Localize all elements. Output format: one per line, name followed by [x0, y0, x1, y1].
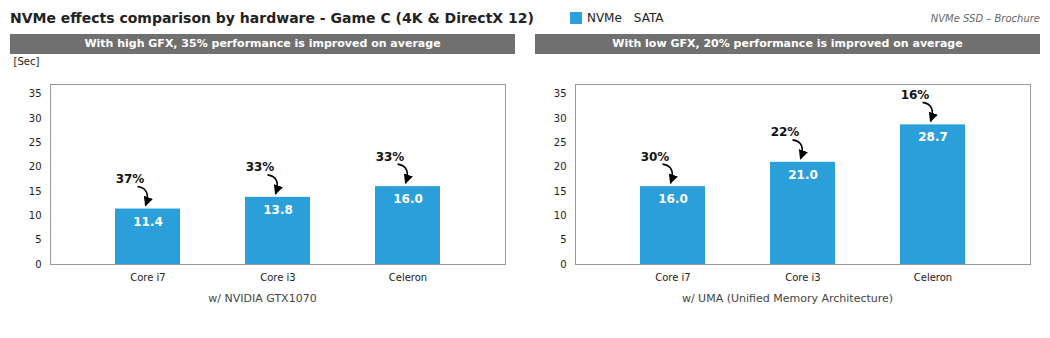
svg-text:20: 20 [554, 161, 567, 172]
svg-text:33%: 33% [246, 160, 275, 174]
html-text:w/ NVIDIA GTX1070: w/ NVIDIA GTX1070 [208, 292, 317, 305]
svg-text:25: 25 [554, 137, 567, 148]
svg-text:21.0: 21.0 [788, 168, 818, 182]
html-text:NVMe: NVMe [586, 11, 622, 25]
svg-text:15: 15 [29, 186, 42, 197]
svg-text:11.4: 11.4 [133, 215, 163, 229]
svg-text:16.0: 16.0 [658, 192, 688, 206]
svg-text:5: 5 [560, 234, 566, 245]
svg-text:0: 0 [560, 259, 566, 270]
svg-text:15: 15 [554, 186, 567, 197]
svg-text:37%: 37% [116, 172, 145, 186]
svg-text:33%: 33% [376, 150, 405, 164]
svg-text:16.0: 16.0 [393, 192, 423, 206]
svg-text:10: 10 [554, 210, 567, 221]
svg-text:20: 20 [29, 161, 42, 172]
svg-text:Celeron: Celeron [389, 272, 427, 283]
html-text:With low GFX, 20% performance: With low GFX, 20% performance is improve… [612, 37, 963, 50]
svg-text:35: 35 [29, 88, 42, 99]
html-text:SATA: SATA [633, 11, 664, 25]
svg-text:5: 5 [35, 234, 41, 245]
svg-text:Core i7: Core i7 [130, 272, 165, 283]
svg-text:16%: 16% [901, 88, 930, 102]
html-text:NVMe effects comparison by har: NVMe effects comparison by hardware - Ga… [10, 10, 534, 26]
svg-text:Core i7: Core i7 [655, 272, 690, 283]
svg-text:28.7: 28.7 [918, 130, 948, 144]
html-text:w/ UMA (Unified Memory Archite: w/ UMA (Unified Memory Architecture) [681, 292, 894, 305]
svg-text:Core i3: Core i3 [260, 272, 295, 283]
svg-text:13.8: 13.8 [263, 203, 293, 217]
svg-text:Core i3: Core i3 [785, 272, 820, 283]
svg-text:30%: 30% [641, 150, 670, 164]
html-text:NVMe SSD – Brochure: NVMe SSD – Brochure [930, 12, 1040, 24]
svg-text:[Sec]: [Sec] [14, 56, 40, 67]
svg-text:22%: 22% [771, 125, 800, 139]
svg-text:30: 30 [29, 113, 42, 124]
svg-text:Celeron: Celeron [914, 272, 952, 283]
svg-text:30: 30 [554, 113, 567, 124]
html-text:With high GFX, 35% performance: With high GFX, 35% performance is improv… [84, 37, 441, 50]
svg-text:25: 25 [29, 137, 42, 148]
svg-text:0: 0 [35, 259, 41, 270]
svg-text:10: 10 [29, 210, 42, 221]
svg-text:35: 35 [554, 88, 567, 99]
